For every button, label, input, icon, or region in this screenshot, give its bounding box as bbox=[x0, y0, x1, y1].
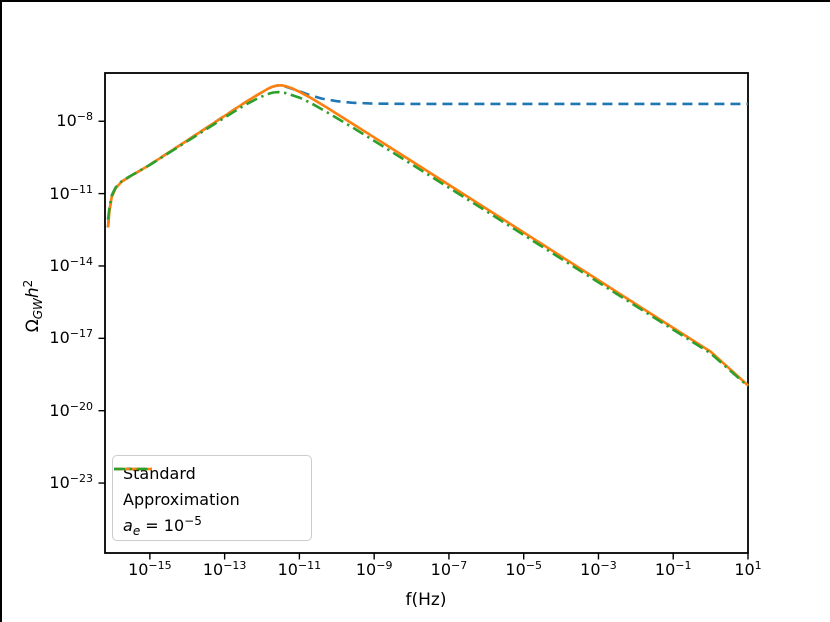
y-tick-label: 10−23 bbox=[49, 472, 93, 493]
x-tick-label: 10−3 bbox=[580, 559, 617, 579]
ae-var: a bbox=[123, 516, 133, 535]
x-tick-label: 10−13 bbox=[202, 559, 247, 579]
y-axis-label: ΩGWh2 bbox=[21, 279, 45, 333]
window-border-top bbox=[0, 0, 830, 2]
ae-sub: e bbox=[132, 524, 141, 538]
window-border-left bbox=[0, 0, 2, 622]
y-tick-label: 10−17 bbox=[49, 327, 93, 348]
x-tick-label: 101 bbox=[734, 559, 762, 579]
x-tick-label: 10−9 bbox=[355, 559, 393, 579]
x-tick-label: 10−5 bbox=[505, 559, 542, 579]
legend-entry-approximation: Approximation bbox=[114, 467, 311, 513]
legend-label-approximation: Approximation bbox=[123, 490, 240, 509]
x-axis-label: f(Hz) bbox=[405, 590, 447, 610]
ylabel-subscript: GW bbox=[31, 298, 45, 320]
ylabel-omega: Ω bbox=[23, 319, 43, 333]
ae-mid: = 10 bbox=[140, 516, 185, 535]
legend-entry-ae: ae = 10−5 bbox=[114, 467, 311, 539]
plot-frame bbox=[104, 72, 749, 554]
y-tick-label: 10−11 bbox=[49, 182, 93, 203]
series-a-e-1e-5 bbox=[106, 90, 749, 388]
ylabel-h: h bbox=[23, 287, 43, 299]
legend: Standard Approximation ae = 10−5 bbox=[112, 455, 312, 541]
dashdot-line-sample-icon bbox=[114, 467, 152, 471]
ylabel-superscript: 2 bbox=[21, 279, 35, 288]
legend-label-ae: ae = 10−5 bbox=[123, 515, 202, 537]
series-approximation bbox=[106, 84, 749, 387]
y-tick-label: 10−8 bbox=[56, 110, 93, 131]
y-tick-label: 10−20 bbox=[49, 399, 93, 420]
series-standard bbox=[106, 84, 748, 228]
ae-sup: −5 bbox=[184, 514, 202, 528]
y-tick-label: 10−14 bbox=[49, 254, 93, 275]
x-tick-label: 10−11 bbox=[277, 559, 322, 579]
x-tick-label: 10−15 bbox=[128, 559, 172, 579]
x-tick-label: 10−1 bbox=[654, 559, 692, 579]
x-tick-label: 10−7 bbox=[430, 559, 468, 579]
